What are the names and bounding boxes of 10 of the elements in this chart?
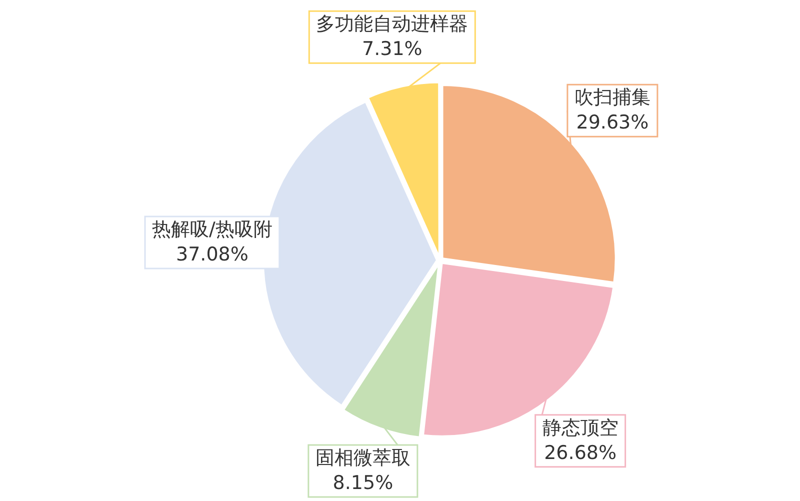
data-label: 26.68% [544, 442, 617, 464]
data-label: 29.63% [576, 112, 649, 134]
slice-label: 静态顶空 [542, 416, 618, 439]
data-label: 7.31% [362, 38, 422, 60]
slice-label: 固相微萃取 [315, 446, 410, 469]
data-label: 37.08% [176, 243, 248, 266]
data-label: 8.15% [332, 472, 394, 494]
slice-label: 多功能自动进样器 [316, 13, 468, 36]
slice-label: 吹扫捕集 [574, 86, 650, 109]
slice-label: 热解吸/热吸附 [152, 218, 272, 240]
